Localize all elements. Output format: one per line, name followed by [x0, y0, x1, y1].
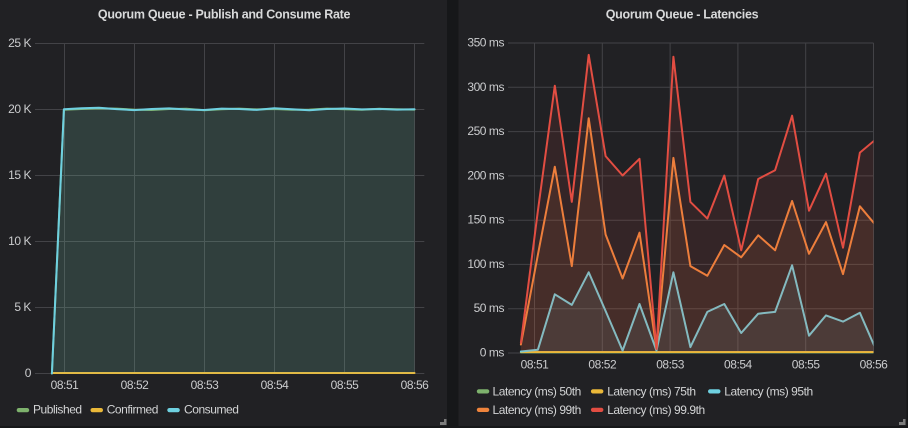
- svg-text:0: 0: [25, 366, 32, 380]
- svg-text:08:53: 08:53: [191, 378, 220, 392]
- svg-text:10 K: 10 K: [8, 234, 31, 248]
- svg-text:08:52: 08:52: [121, 378, 150, 392]
- svg-text:Latency (ms) 99.9th: Latency (ms) 99.9th: [607, 403, 705, 417]
- svg-text:5 K: 5 K: [14, 300, 31, 314]
- svg-text:Latency (ms) 50th: Latency (ms) 50th: [493, 384, 581, 398]
- svg-text:08:53: 08:53: [656, 357, 685, 371]
- svg-text:300 ms: 300 ms: [467, 80, 504, 94]
- svg-text:08:51: 08:51: [51, 378, 80, 392]
- svg-text:350 ms: 350 ms: [467, 36, 504, 50]
- svg-text:100 ms: 100 ms: [467, 257, 504, 271]
- svg-text:150 ms: 150 ms: [467, 213, 504, 227]
- svg-text:08:54: 08:54: [724, 357, 753, 371]
- svg-text:20 K: 20 K: [8, 102, 31, 116]
- svg-text:08:55: 08:55: [792, 357, 821, 371]
- svg-text:15 K: 15 K: [8, 168, 31, 182]
- svg-text:Quorum Queue - Publish and Con: Quorum Queue - Publish and Consume Rate: [98, 8, 351, 22]
- svg-text:Confirmed: Confirmed: [107, 403, 158, 417]
- svg-text:08:51: 08:51: [521, 357, 550, 371]
- svg-text:Latency (ms) 99th: Latency (ms) 99th: [493, 403, 581, 417]
- svg-text:250 ms: 250 ms: [467, 124, 504, 138]
- svg-text:08:55: 08:55: [331, 378, 360, 392]
- svg-text:25 K: 25 K: [8, 36, 31, 50]
- svg-text:Latency (ms) 95th: Latency (ms) 95th: [724, 384, 812, 398]
- svg-text:Quorum Queue - Latencies: Quorum Queue - Latencies: [606, 8, 759, 22]
- svg-text:200 ms: 200 ms: [467, 168, 504, 182]
- svg-text:Consumed: Consumed: [184, 403, 238, 417]
- svg-text:08:56: 08:56: [860, 357, 889, 371]
- svg-text:08:54: 08:54: [261, 378, 290, 392]
- svg-text:08:56: 08:56: [401, 378, 430, 392]
- svg-text:Latency (ms) 75th: Latency (ms) 75th: [607, 384, 695, 398]
- svg-text:08:52: 08:52: [588, 357, 617, 371]
- svg-text:50 ms: 50 ms: [474, 301, 505, 315]
- svg-text:Published: Published: [33, 403, 82, 417]
- svg-text:0 ms: 0 ms: [480, 346, 505, 360]
